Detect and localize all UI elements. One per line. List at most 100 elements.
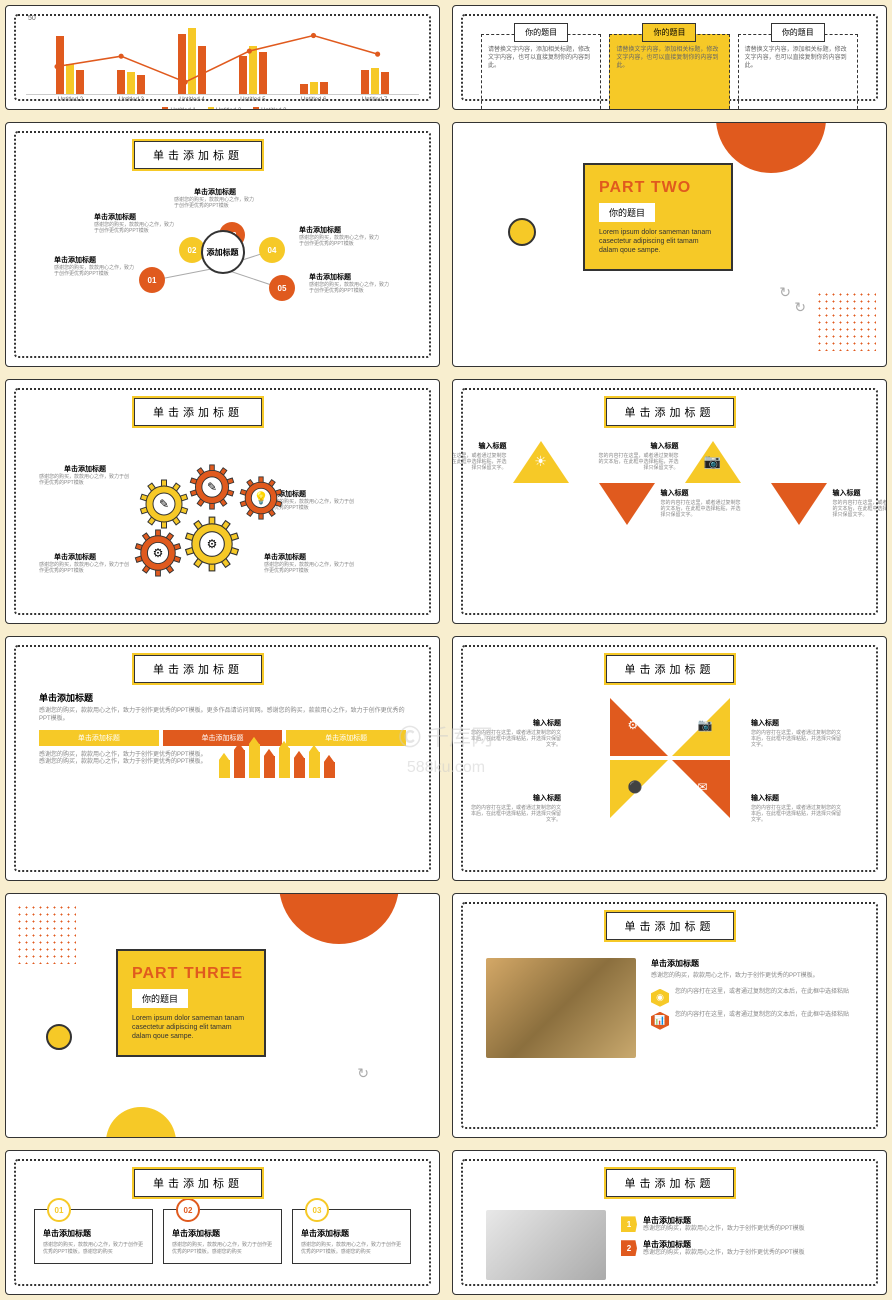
card-title: 你的题目: [514, 23, 568, 42]
mindmap-node: 01: [139, 267, 165, 293]
list-title: 单击添加标题: [643, 1239, 805, 1250]
card-title: 单击添加标题: [172, 1228, 273, 1239]
diamond-icon: ✉: [698, 780, 708, 794]
card-text: 感谢您的购买，款款用心之作，致力于创作更优秀的PPT模板。感谢您的购买: [43, 1242, 144, 1255]
slide-gears: 单击添加标题 ✎单击添加标题感谢您的购买，款款用心之作，致力于创作更优秀的PPT…: [5, 379, 440, 624]
part-subtitle: 你的题目: [599, 203, 655, 222]
slide-tabs: 单击添加标题 单击添加标题 感谢您的购买，款款用心之作，致力于创作更优秀的PPT…: [5, 636, 440, 881]
slide-image-list: 单击添加标题 单击添加标题 感谢您的购买，款款用心之作，致力于创作更优秀的PPT…: [452, 893, 887, 1138]
num-card: 03单击添加标题感谢您的购买，款款用心之作，致力于创作更优秀的PPT模板。感谢您…: [292, 1209, 411, 1264]
card: 你的题目请替换文字内容，添加相关标题，修改文字内容，也可以直接复制你的内容到此。: [609, 34, 729, 110]
mini-bar: .mbar::before{border-bottom-color:inheri…: [294, 758, 305, 778]
mini-bar: .mbar::before{border-bottom-color:inheri…: [279, 748, 290, 778]
node-label: 单击添加标题: [299, 225, 341, 235]
slide-title: 单击添加标题: [606, 912, 734, 940]
slide-chart: Untitled 2Untitled 3Untitled 4Untitled 5…: [5, 5, 440, 110]
mindmap-node: 05: [269, 275, 295, 301]
triangle-icon: ☀: [534, 453, 547, 470]
tab: 单击添加标题: [286, 730, 406, 746]
slide-three-cards: 你的题目请替换文字内容，添加相关标题，修改文字内容，也可以直接复制你的内容到此。…: [452, 5, 887, 110]
gear-text: 感谢您的购买，款款用心之作，致力于创作更优秀的PPT模板: [39, 562, 129, 574]
node-text: 感谢您的购买，款款用心之作，致力于创作更优秀的PPT模板: [54, 265, 134, 277]
card: 你的题目请替换文字内容，添加相关标题，修改文字内容，也可以直接复制你的内容到此。: [738, 34, 858, 110]
tab: 单击添加标题: [39, 730, 159, 746]
diamond-text: 您的内容打在这里，或者通过复制您的文本后，在此框中选择粘贴，并选择只保留文字。: [751, 805, 841, 823]
gear-label: 单击添加标题: [54, 552, 96, 562]
slide-num-cards: 单击添加标题 01单击添加标题感谢您的购买，款款用心之作，致力于创作更优秀的PP…: [5, 1150, 440, 1295]
paragraph: 感谢您的购买，款款用心之作，致力于创作更优秀的PPT模板。更多作品请访问官网。感…: [39, 708, 406, 724]
list-number: 2: [621, 1240, 637, 1256]
triangle-item: 🖥输入标题您的内容打在这里，或者通过复制您的文本后，在此框中选择粘贴，并选择只保…: [771, 483, 827, 525]
node-text: 感谢您的购买，款款用心之作，致力于创作更优秀的PPT模板: [299, 235, 379, 247]
diamond-text: 您的内容打在这里，或者通过复制您的文本后，在此框中选择粘贴，并选择只保留文字。: [751, 730, 841, 748]
list-item: ◉ 您的内容打在这里，或者通过复制您的文本后，在此框中选择粘贴: [651, 989, 853, 1007]
num-list-item: 2 单击添加标题感谢您的购买，款款用心之作，致力于创作更优秀的PPT模板: [621, 1239, 853, 1258]
slide-title: 单击添加标题: [134, 655, 262, 683]
mini-bar: .mbar::before{border-bottom-color:inheri…: [264, 756, 275, 778]
card-title: 单击添加标题: [301, 1228, 402, 1239]
card-text: 请替换文字内容，添加相关标题，修改文字内容，也可以直接复制你的内容到此。: [488, 47, 594, 70]
part-subtitle: 你的题目: [132, 989, 188, 1008]
list-text: 您的内容打在这里，或者通过复制您的文本后，在此框中选择粘贴: [675, 989, 849, 997]
triangle-icon: 📷: [704, 453, 721, 470]
diamond-icon: ⚙: [628, 718, 639, 732]
triangle-label: 输入标题: [629, 441, 679, 451]
diamond-label: 输入标题: [751, 718, 801, 728]
slide-title: 单击添加标题: [606, 398, 734, 426]
list-text: 感谢您的购买，款款用心之作，致力于创作更优秀的PPT模板: [643, 1250, 805, 1258]
gear-text: 感谢您的购买，款款用心之作，致力于创作更优秀的PPT模板: [39, 474, 129, 486]
card-title: 你的题目: [642, 23, 696, 42]
card-text: 感谢您的购买，款款用心之作，致力于创作更优秀的PPT模板。感谢您的购买: [301, 1242, 402, 1255]
num-card: 01单击添加标题感谢您的购买，款款用心之作，致力于创作更优秀的PPT模板。感谢您…: [34, 1209, 153, 1264]
diamond-label: 输入标题: [511, 793, 561, 803]
list-text: 感谢您的购买，款款用心之作，致力于创作更优秀的PPT模板: [643, 1226, 805, 1234]
triangle-item: ☀输入标题您的内容打在这里，或者通过复制您的文本后，在此框中选择粘贴，并选择只保…: [513, 441, 569, 525]
card-number: 03: [305, 1198, 329, 1222]
node-label: 单击添加标题: [194, 187, 236, 197]
image-placeholder: [486, 1210, 606, 1280]
mindmap-center: 添加标题: [201, 230, 245, 274]
diamond-icon: 📷: [698, 718, 713, 732]
slide-triangles: 单击添加标题 ☀输入标题您的内容打在这里，或者通过复制您的文本后，在此框中选择粘…: [452, 379, 887, 624]
slide-diamond: 单击添加标题 ⚙ 📷 ⚫ ✉ 输入标题您的内容打在这里，或者通过复制您的文本后，…: [452, 636, 887, 881]
list-number: 1: [621, 1216, 637, 1232]
card-text: 请替换文字内容，添加相关标题，修改文字内容，也可以直接复制你的内容到此。: [616, 47, 722, 70]
node-text: 感谢您的购买，款款用心之作，致力于创作更优秀的PPT模板: [94, 222, 174, 234]
triangle-icon: ✎: [621, 542, 633, 559]
card-text: 请替换文字内容，添加相关标题，修改文字内容，也可以直接复制你的内容到此。: [745, 47, 851, 70]
mini-bar: .mbar::before{border-bottom-color:inheri…: [324, 762, 335, 778]
slide-mindmap: 单击添加标题 添加标题 01单击添加标题感谢您的购买，款款用心之作，致力于创作更…: [5, 122, 440, 367]
mini-bar: .mbar::before{border-bottom-color:inheri…: [309, 752, 320, 778]
node-label: 单击添加标题: [94, 212, 136, 222]
part-title: PART TWO: [599, 179, 717, 197]
part-body: Lorem ipsum dolor sameman tanam casectet…: [132, 1014, 250, 1041]
image-placeholder: [486, 958, 636, 1058]
mini-bar: .mbar::before{border-bottom-color:inheri…: [219, 760, 230, 778]
part-body: Lorem ipsum dolor sameman tanam casectet…: [599, 228, 717, 255]
mindmap-node: 04: [259, 237, 285, 263]
slide-num-list: 单击添加标题 1单击添加标题感谢您的购买，款款用心之作，致力于创作更优秀的PPT…: [452, 1150, 887, 1295]
slide-title: 单击添加标题: [134, 141, 262, 169]
num-card: 02单击添加标题感谢您的购买，款款用心之作，致力于创作更优秀的PPT模板。感谢您…: [163, 1209, 282, 1264]
triangle-item: ✎输入标题您的内容打在这里，或者通过复制您的文本后，在此框中选择粘贴，并选择只保…: [599, 483, 655, 525]
node-label: 单击添加标题: [54, 255, 96, 265]
node-text: 感谢您的购买，款款用心之作，致力于创作更优秀的PPT模板: [174, 197, 254, 209]
triangle-label: 输入标题: [457, 441, 507, 451]
triangle-icon: 🖥: [790, 542, 808, 559]
list-icon: 📊: [651, 1012, 669, 1030]
mini-bar: .mbar::before{border-bottom-color:inheri…: [234, 750, 245, 778]
gear-text: 感谢您的购买，款款用心之作，致力于创作更优秀的PPT模板: [264, 562, 354, 574]
triangle-label: 输入标题: [833, 488, 883, 498]
card-number: 01: [47, 1198, 71, 1222]
diamond-text: 您的内容打在这里，或者通过复制您的文本后，在此框中选择粘贴，并选择只保留文字。: [471, 730, 561, 748]
diamond-text: 您的内容打在这里，或者通过复制您的文本后，在此框中选择粘贴，并选择只保留文字。: [471, 805, 561, 823]
card-title: 单击添加标题: [43, 1228, 144, 1239]
gear-icon: ✎: [139, 479, 189, 529]
card: 你的题目请替换文字内容，添加相关标题，修改文字内容，也可以直接复制你的内容到此。: [481, 34, 601, 110]
gear-icon: ⚙: [184, 516, 240, 572]
triangle-text: 您的内容打在这里，或者通过复制您的文本后，在此框中选择粘贴，并选择只保留文字。: [452, 453, 507, 471]
slide-title: 单击添加标题: [606, 1169, 734, 1197]
tab: 单击添加标题: [163, 730, 283, 746]
list-icon: ◉: [651, 989, 669, 1007]
diamond-label: 输入标题: [511, 718, 561, 728]
